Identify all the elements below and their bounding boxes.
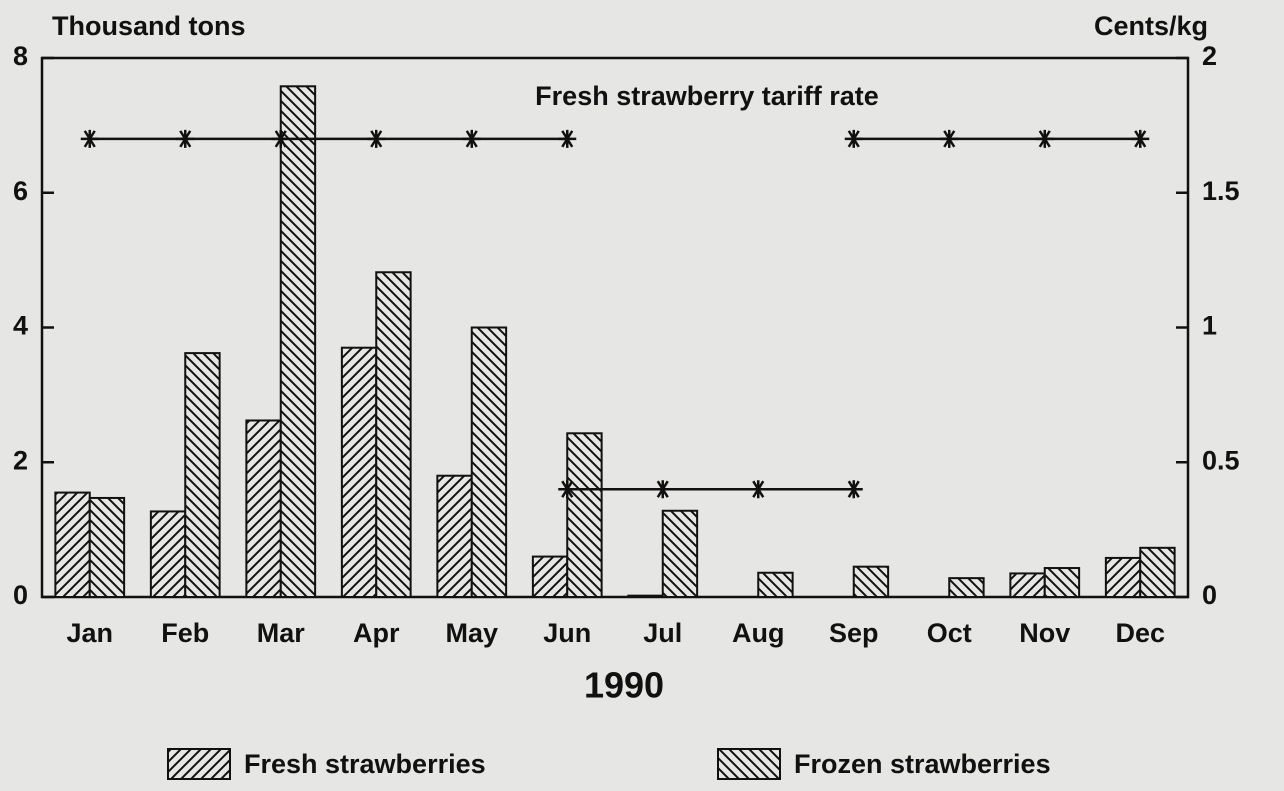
bar [1009,572,1046,599]
y-tick-label: 0 [13,580,28,610]
bar [1139,546,1176,598]
asterisk-marker [940,129,959,148]
bar [245,419,282,599]
y2-axis-label: Cents/kg [1094,11,1208,41]
bar [470,326,508,598]
bar [436,474,473,599]
x-tick-label: Jun [543,618,591,648]
y2-tick-label: 2 [1202,41,1217,71]
tariff-label: Fresh strawberry tariff rate [535,81,879,111]
y-tick-label: 8 [13,41,28,71]
legend-swatch [167,748,231,780]
x-tick-label: Oct [927,618,972,648]
bar [566,432,603,598]
asterisk-marker [80,129,99,148]
asterisk-marker [176,129,195,148]
x-tick-label: May [445,618,498,648]
y2-tick-label: 0 [1202,580,1217,610]
y-tick-label: 2 [13,445,28,475]
bar [948,577,985,599]
y2-tick-label: 1.5 [1202,176,1240,206]
x-tick-label: Jan [66,618,113,648]
y2-tick-label: 1 [1202,311,1217,341]
bar [340,346,378,598]
x-tick-label: Jul [643,618,682,648]
bar [1043,567,1081,598]
x-tick-label: Apr [353,618,400,648]
bar [852,565,890,599]
asterisk-marker [844,480,863,499]
bar [54,491,91,599]
asterisk-marker [558,480,577,499]
x-tick-label: Aug [732,618,784,648]
bar [184,352,221,599]
x-axis-label: 1990 [584,665,664,706]
asterisk-marker [462,129,481,148]
x-tick-label: Sep [829,618,879,648]
x-tick-label: Mar [257,618,306,648]
y2-tick-label: 0.5 [1202,445,1240,475]
x-tick-label: Nov [1019,618,1070,648]
y-axis-label: Thousand tons [52,11,245,41]
bar [1104,556,1142,598]
bar [149,510,187,598]
bar [279,85,317,599]
asterisk-marker [749,480,768,499]
bar [757,571,794,598]
x-tick-label: Dec [1115,618,1165,648]
asterisk-marker [1131,129,1150,148]
bar [627,594,664,599]
legend-label: Frozen strawberries [794,749,1051,779]
asterisk-marker [367,129,386,148]
bar [531,555,569,599]
bar [375,271,412,598]
asterisk-marker [558,129,577,148]
legend-label: Fresh strawberries [244,749,486,779]
asterisk-marker [844,129,863,148]
asterisk-marker [1035,129,1054,148]
y-tick-label: 6 [13,176,28,206]
x-tick-label: Feb [161,618,209,648]
legend-swatch [717,748,781,780]
bar [88,496,126,598]
bar [661,509,699,599]
asterisk-marker [271,129,290,148]
asterisk-marker [653,480,672,499]
y-tick-label: 4 [13,311,28,341]
